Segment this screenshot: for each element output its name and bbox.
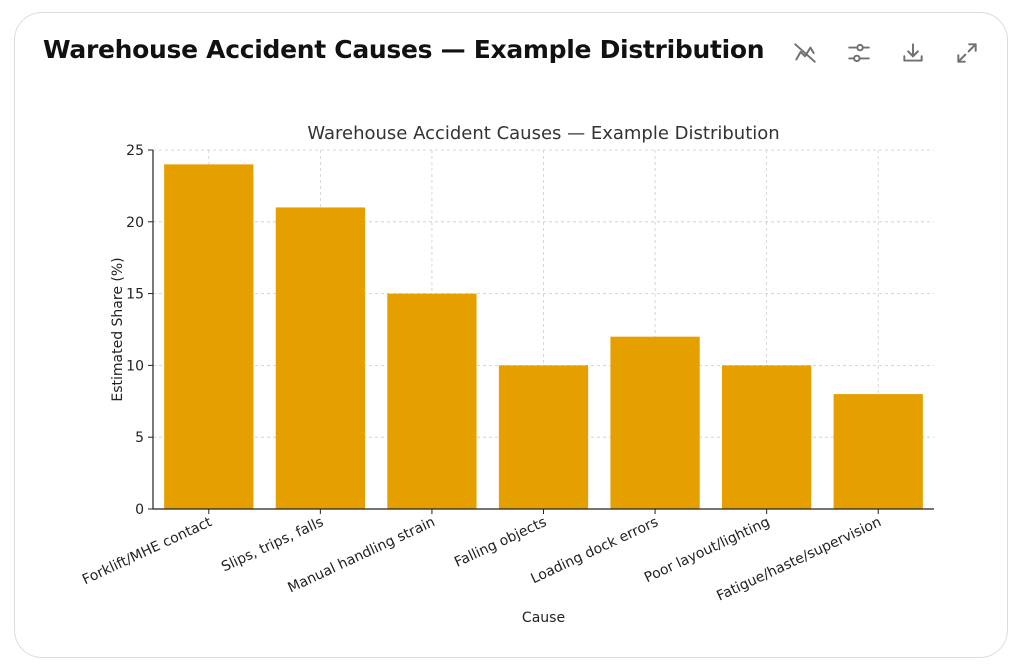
chart-settings-button[interactable] bbox=[841, 35, 877, 71]
bars bbox=[164, 164, 923, 510]
y-tick-label: 25 bbox=[126, 143, 144, 159]
download-button[interactable] bbox=[895, 35, 931, 71]
x-tick-label: Forklift/MHE contact bbox=[80, 514, 215, 588]
sliders-icon bbox=[848, 43, 870, 63]
bar bbox=[387, 293, 477, 509]
chart-hidden-icon bbox=[794, 43, 816, 63]
x-axis-label: Cause bbox=[522, 610, 565, 626]
hide-chart-button[interactable] bbox=[787, 35, 823, 71]
y-tick-label: 20 bbox=[126, 215, 144, 231]
card-title: Warehouse Accident Causes — Example Dist… bbox=[43, 35, 765, 64]
y-tick-label: 10 bbox=[126, 358, 144, 374]
x-tick-label: Slips, trips, falls bbox=[219, 514, 326, 575]
bar bbox=[610, 336, 700, 509]
bar bbox=[275, 207, 365, 509]
y-tick-label: 15 bbox=[126, 287, 144, 303]
chart-toolbar bbox=[787, 35, 985, 71]
expand-icon bbox=[957, 43, 977, 63]
x-tick-label: Loading dock errors bbox=[528, 514, 660, 587]
expand-button[interactable] bbox=[949, 35, 985, 71]
axes bbox=[148, 149, 934, 514]
bar bbox=[498, 365, 589, 509]
bar bbox=[164, 164, 254, 510]
y-axis-label: Estimated Share (%) bbox=[110, 257, 126, 401]
chart-title: Warehouse Accident Causes — Example Dist… bbox=[307, 123, 779, 144]
y-tick-label: 0 bbox=[135, 502, 144, 518]
download-icon bbox=[903, 43, 923, 62]
x-tick-label: Falling objects bbox=[452, 514, 549, 571]
bar bbox=[833, 394, 923, 509]
bar bbox=[722, 365, 812, 509]
y-tick-label: 5 bbox=[135, 430, 144, 446]
